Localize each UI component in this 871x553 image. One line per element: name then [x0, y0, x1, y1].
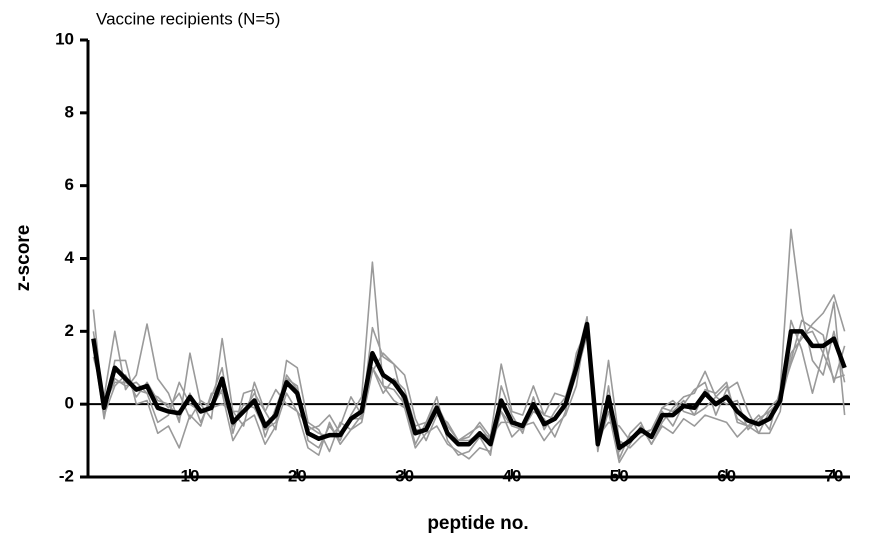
y-axis-label: z-score [13, 225, 34, 292]
x-tick-label: 60 [717, 466, 736, 485]
subject-line [92, 301, 846, 464]
y-tick-label: 8 [65, 102, 74, 121]
y-tick-label: 10 [55, 29, 74, 48]
subject-line [92, 228, 846, 460]
y-tick-label: 4 [65, 248, 75, 267]
subject-line [92, 294, 846, 453]
x-tick-label: 70 [824, 466, 843, 485]
x-tick-label: 50 [610, 466, 629, 485]
y-tick-label: 6 [65, 175, 74, 194]
x-tick-label: 20 [288, 466, 307, 485]
mean-line [91, 321, 847, 451]
y-tick-label: 2 [65, 321, 74, 340]
subject-line [92, 319, 845, 442]
x-axis-label: peptide no. [427, 513, 528, 534]
y-tick-label: 0 [65, 394, 74, 413]
y-tick-label: -2 [59, 466, 74, 485]
x-tick-label: 40 [502, 466, 521, 485]
chart-title: Vaccine recipients (N=5) [96, 9, 280, 28]
x-tick-label: 30 [395, 466, 414, 485]
x-tick-label: 10 [180, 466, 199, 485]
